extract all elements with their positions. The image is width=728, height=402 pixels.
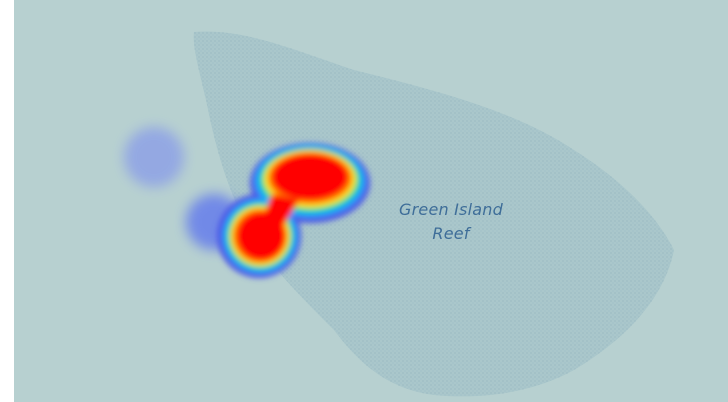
heat-spot <box>124 127 184 187</box>
map-canvas[interactable] <box>14 0 728 402</box>
reef-label-line1: Green Island <box>399 200 503 219</box>
heat-cluster <box>217 143 370 278</box>
reef-label: Green Island Reef <box>386 198 516 246</box>
reef-area <box>193 31 674 397</box>
heatmap-layer <box>124 127 370 278</box>
reef-label-line2: Reef <box>432 224 470 243</box>
map-view[interactable]: Green Island Reef <box>14 0 728 402</box>
